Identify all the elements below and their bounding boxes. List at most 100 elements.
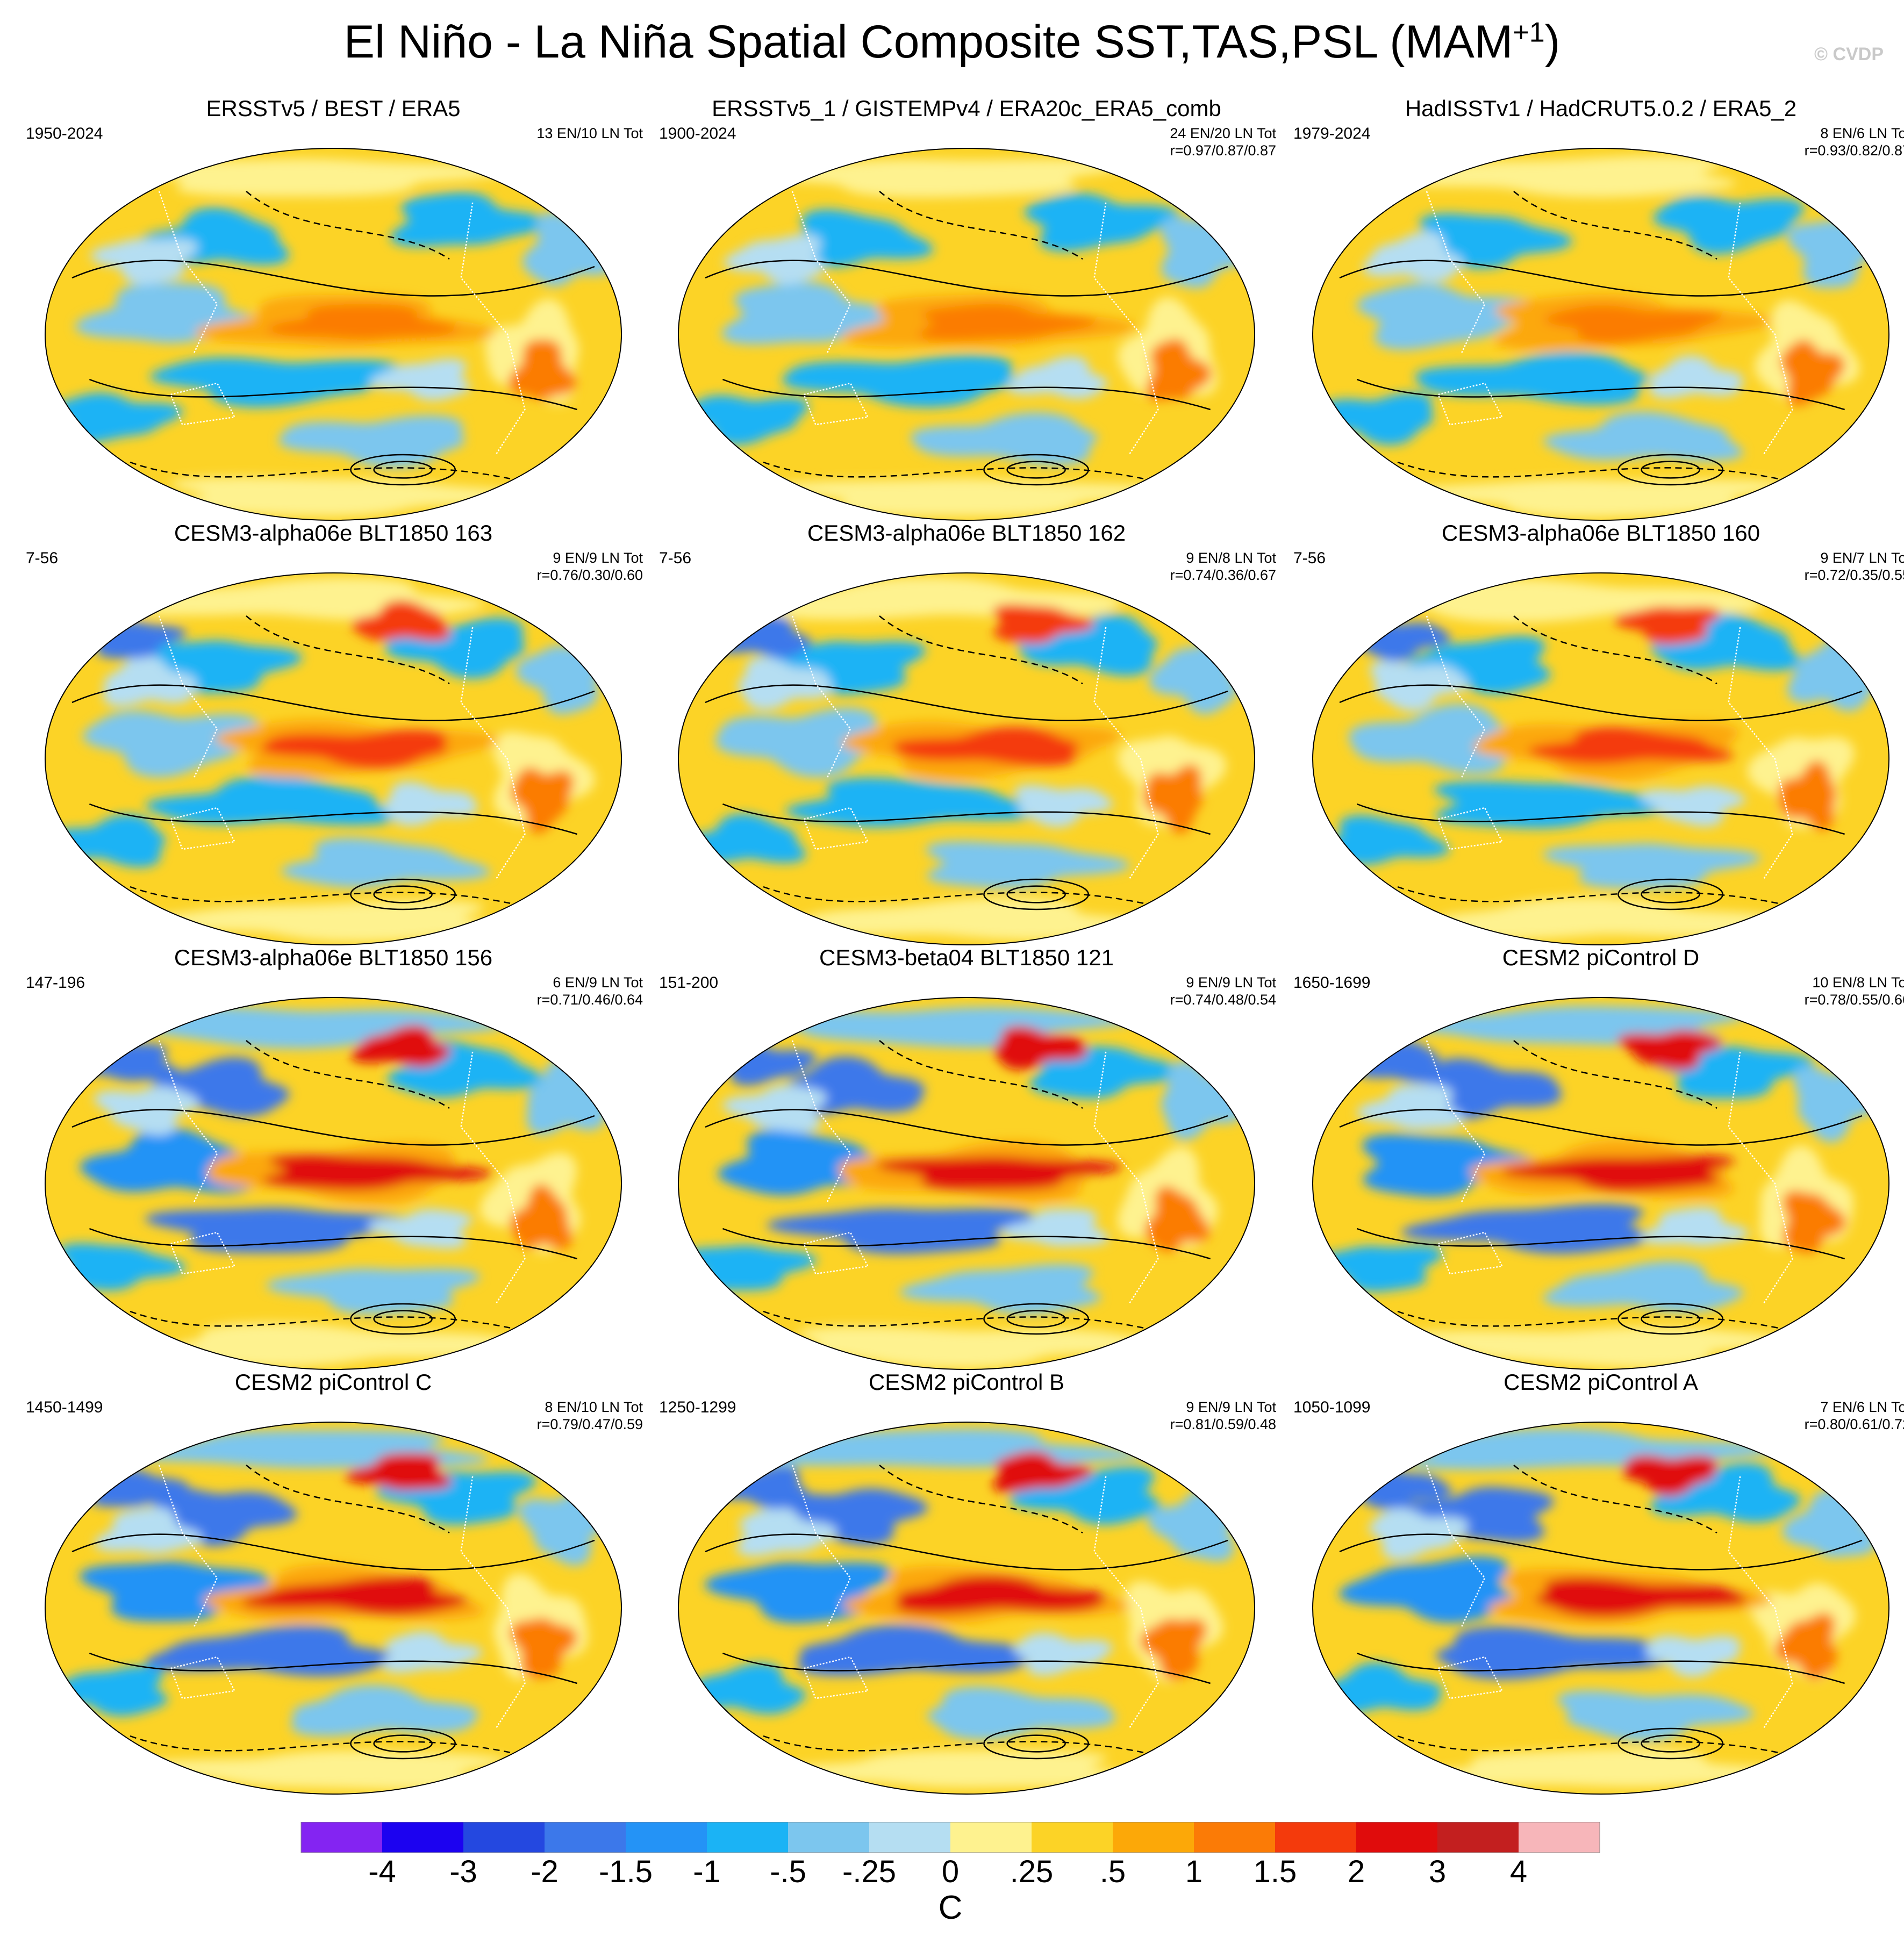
anomaly-region xyxy=(1356,1084,1465,1130)
psl-contour-positive xyxy=(1617,878,1724,910)
coastline xyxy=(1426,615,1486,778)
anomaly-region xyxy=(1313,1246,1444,1292)
colorbar: -4 -3 -2 -1.5 -1 -.5 -.25 0 .25 .5 1 1.5 2 3 4 C xyxy=(300,1822,1600,1926)
panel-period: 7-56 xyxy=(659,549,692,567)
psl-contour-positive xyxy=(350,1303,456,1335)
anomaly-region xyxy=(1543,411,1744,461)
anomaly-region xyxy=(709,1466,807,1509)
enso-core xyxy=(1527,727,1734,764)
panel-title: CESM3-alpha06e BLT1850 160 xyxy=(1441,520,1760,546)
anomaly-region xyxy=(764,641,926,695)
anomaly-region xyxy=(1397,1487,1555,1543)
anomaly-region xyxy=(79,1561,270,1622)
anomaly-region xyxy=(782,355,1015,408)
event-counts: 10 EN/8 LN Tot xyxy=(1812,974,1904,991)
psl-contour-positive xyxy=(722,1652,1211,1684)
psl-contour-positive xyxy=(1356,378,1845,411)
psl-contour-positive xyxy=(1006,1310,1066,1328)
anomaly-region xyxy=(45,1666,168,1717)
anomaly-region xyxy=(508,339,576,399)
anomaly-region xyxy=(1399,1326,1795,1368)
pattern-correlation: r=0.97/0.87/0.87 xyxy=(1170,142,1276,159)
panel-title: CESM2 piControl A xyxy=(1504,1369,1698,1395)
psl-contour-negative xyxy=(1513,1465,1717,1534)
panel-counts: 24 EN/20 LN Tot r=0.97/0.87/0.87 xyxy=(1170,125,1276,159)
panel-title: CESM3-alpha06e BLT1850 162 xyxy=(807,520,1126,546)
panel-counts: 9 EN/9 LN Tot r=0.74/0.48/0.54 xyxy=(1170,974,1276,1008)
anomaly-region xyxy=(1782,1190,1847,1254)
psl-contour-positive xyxy=(983,878,1090,910)
anomaly-region xyxy=(992,604,1095,644)
anomaly-region xyxy=(771,577,1123,620)
map-outline xyxy=(45,572,622,945)
anomaly-region xyxy=(1362,1134,1541,1197)
event-counts: 7 EN/6 LN Tot xyxy=(1820,1399,1904,1415)
coastline xyxy=(1728,202,1793,455)
psl-contour-positive xyxy=(722,378,1211,411)
colorbar-tick-label: -.25 xyxy=(842,1854,896,1889)
colorbar-tick-label: -1 xyxy=(693,1854,721,1889)
panel-counts: 9 EN/7 LN Tot r=0.72/0.35/0.55 xyxy=(1805,549,1904,584)
psl-contour-negative xyxy=(763,461,1170,486)
event-counts: 9 EN/9 LN Tot xyxy=(1186,974,1276,991)
enso-core xyxy=(261,1154,493,1190)
anomaly-region xyxy=(1358,155,1737,198)
anomaly-region xyxy=(291,1685,479,1737)
map-panel: CESM2 piControl D 1650-1699 10 EN/8 LN Tot… xyxy=(1284,944,1904,1370)
anomaly-region xyxy=(149,357,402,408)
psl-contour-positive xyxy=(983,454,1090,486)
psl-contour-positive xyxy=(89,1652,577,1684)
psl-contour-negative xyxy=(763,1735,1170,1760)
global-map xyxy=(45,572,622,945)
anomaly-region xyxy=(1650,1462,1801,1523)
pattern-correlation: r=0.78/0.55/0.66 xyxy=(1804,992,1904,1008)
anomaly-region xyxy=(119,900,498,942)
anomaly-region xyxy=(1399,636,1551,695)
psl-contour-positive xyxy=(71,1533,595,1570)
panel-period: 7-56 xyxy=(1293,549,1326,567)
psl-contour-positive xyxy=(1641,461,1700,479)
panel-period: 1450-1499 xyxy=(26,1398,103,1416)
anomaly-region xyxy=(1420,1058,1562,1121)
psl-contour-positive xyxy=(89,1228,577,1260)
panel-period: 1979-2024 xyxy=(1293,125,1371,142)
anomaly-region xyxy=(1144,1186,1210,1252)
anomaly-region xyxy=(169,477,554,517)
psl-contour-positive xyxy=(71,1109,595,1146)
map-outline xyxy=(45,148,622,521)
coastline xyxy=(1093,1476,1159,1729)
colorbar-swatch xyxy=(382,1822,463,1853)
psl-contour-negative xyxy=(130,886,537,910)
coastline xyxy=(803,807,869,850)
colorbar-swatch xyxy=(1275,1822,1356,1853)
pattern-correlation: r=0.74/0.36/0.67 xyxy=(1170,567,1276,583)
anomaly-region xyxy=(1645,1635,1741,1677)
anomaly-region xyxy=(510,1183,572,1250)
enso-core xyxy=(918,304,1098,341)
map-outline xyxy=(678,1422,1255,1795)
anomaly-region xyxy=(992,1451,1093,1493)
anomaly-region xyxy=(511,767,574,834)
anomaly-region xyxy=(1774,1613,1837,1680)
psl-contour-positive xyxy=(1356,803,1845,835)
psl-contour-positive xyxy=(89,803,577,835)
anomaly-region xyxy=(145,1208,417,1253)
anomaly-region xyxy=(722,1085,827,1132)
psl-contour-negative xyxy=(763,886,1170,910)
panel-title: CESM2 piControl D xyxy=(1502,945,1700,970)
event-counts: 6 EN/9 LN Tot xyxy=(553,974,643,991)
colorbar-tick-label: -3 xyxy=(449,1854,477,1889)
anomaly-region xyxy=(171,1323,526,1367)
psl-contour-positive xyxy=(1339,684,1863,721)
panel-period: 147-196 xyxy=(26,974,85,992)
anomaly-region xyxy=(704,1562,893,1623)
coastline xyxy=(460,1476,526,1729)
psl-contour-positive xyxy=(983,1727,1090,1760)
panel-counts: 8 EN/10 LN Tot r=0.79/0.47/0.59 xyxy=(537,1398,643,1433)
colorbar-swatch xyxy=(626,1822,707,1853)
coastline xyxy=(1426,1465,1486,1627)
psl-contour-negative xyxy=(1397,461,1805,486)
psl-contour-negative xyxy=(1397,886,1805,910)
anomaly-region xyxy=(369,358,470,401)
anomaly-region xyxy=(368,1209,473,1249)
